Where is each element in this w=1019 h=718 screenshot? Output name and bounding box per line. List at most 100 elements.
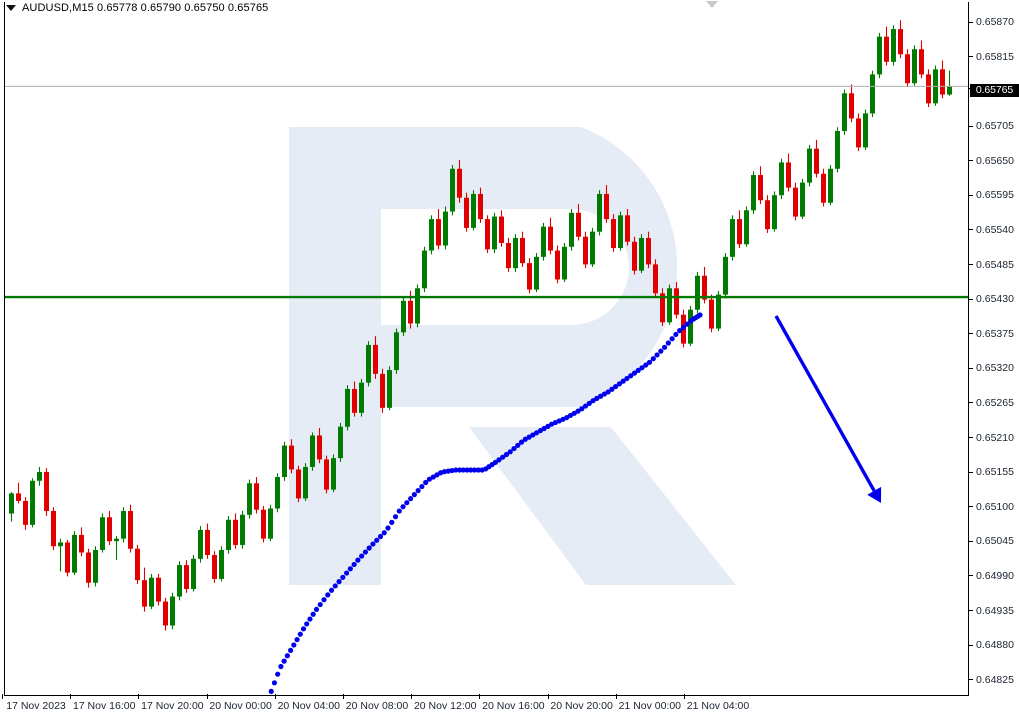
chart-plot-area[interactable]: [5, 3, 968, 695]
price-tick: 0.65155: [969, 465, 1019, 479]
sar-dot: [677, 327, 683, 334]
price-tick: 0.65100: [969, 500, 1019, 514]
tick-mark-icon: [969, 644, 973, 646]
time-tick-label: 20 Nov 04:00: [277, 700, 341, 712]
candle-body-bullish: [72, 534, 77, 573]
price-tick-label: 0.65485: [976, 258, 1014, 271]
tick-mark-icon: [969, 437, 973, 438]
sar-dot: [325, 592, 331, 598]
candle-body-bullish: [93, 549, 98, 583]
arrow-shaft: [774, 315, 876, 492]
price-tick-label: 0.64825: [976, 673, 1014, 686]
sar-dot: [381, 530, 387, 536]
tick-mark-icon: [969, 333, 973, 335]
price-tick: 0.65210: [969, 431, 1019, 445]
candle-body-bullish: [807, 148, 812, 183]
candle-body-bullish: [240, 514, 245, 545]
candle-body-bullish: [716, 294, 721, 329]
sar-dot: [294, 636, 300, 643]
price-tick-label: 0.65265: [976, 396, 1014, 409]
price-tick-label: 0.65650: [976, 154, 1014, 167]
time-axis[interactable]: 17 Nov 2023 17 Nov 16:00 17 Nov 20:00 20 No…: [0, 694, 1019, 718]
candle-body-bearish: [814, 148, 819, 174]
candle-body-bullish: [177, 565, 182, 597]
sar-dot: [291, 642, 297, 648]
price-tick: 0.65595: [969, 188, 1019, 202]
price-axis[interactable]: 0.65765 0.658700.658150.657650.657050.65…: [968, 2, 1019, 696]
sar-dot: [275, 671, 281, 677]
candle-body-bullish: [170, 596, 175, 626]
candle-body-bearish: [856, 118, 861, 148]
candle-body-bullish: [842, 93, 847, 132]
price-tick-label: 0.64935: [976, 604, 1014, 617]
chart-header: AUDUSD,M15 0.65778 0.65790 0.65750 0.657…: [0, 0, 1019, 16]
candle-body-bullish: [191, 558, 196, 589]
price-tick-label: 0.65320: [976, 362, 1014, 375]
price-tick: 0.64880: [969, 638, 1019, 652]
time-tick-label: 17 Nov 20:00: [141, 700, 204, 712]
time-tick-mark: [274, 694, 276, 699]
candle-body-bearish: [163, 601, 168, 626]
candle-body-bullish: [219, 549, 224, 579]
arrow-head: [867, 486, 882, 503]
candle-body-bullish: [9, 493, 14, 514]
candle-body-bearish: [142, 580, 147, 607]
tick-mark-icon: [969, 229, 973, 231]
sar-dot: [434, 472, 440, 478]
candle-body-bearish: [79, 534, 84, 553]
tick-mark-icon: [969, 125, 973, 127]
tick-mark-icon: [969, 402, 973, 404]
sar-dot: [464, 467, 470, 473]
price-tick: 0.65485: [969, 258, 1019, 272]
candle-body-bearish: [702, 275, 707, 300]
price-tick: 0.64990: [969, 569, 1019, 583]
tick-mark-icon: [969, 298, 973, 300]
price-tick-label: 0.65210: [976, 431, 1014, 444]
candle-body-bearish: [51, 510, 56, 547]
candle-body-bearish: [765, 200, 770, 230]
sar-dot: [321, 597, 327, 603]
sar-dot: [415, 487, 421, 494]
chart-top-marker-icon: [706, 1, 718, 8]
price-tick: 0.65375: [969, 327, 1019, 341]
sar-dot: [680, 324, 687, 330]
candle-body-bearish: [821, 173, 826, 203]
time-tick-mark: [138, 694, 140, 699]
candle-body-bearish: [905, 54, 910, 84]
candle-body-bearish: [793, 187, 798, 217]
chart-frame: [4, 2, 968, 696]
tick-mark-icon: [969, 56, 973, 58]
time-tick-label: 21 Nov 00:00: [618, 700, 682, 712]
sar-dot: [389, 519, 395, 525]
time-tick-label: 17 Nov 2023: [6, 700, 66, 712]
candle-body-bearish: [254, 483, 259, 510]
price-tick: 0.65045: [969, 534, 1019, 548]
candle-body-bullish: [37, 471, 42, 481]
time-tick-mark: [342, 694, 344, 699]
sar-dot: [407, 496, 414, 502]
sar-dot: [287, 647, 294, 653]
sar-dot: [385, 525, 391, 531]
chevron-down-icon[interactable]: [6, 5, 16, 11]
sar-dot: [392, 514, 399, 520]
sar-dot: [579, 406, 585, 412]
forecast-arrow: [774, 315, 882, 503]
sar-dot: [268, 688, 274, 694]
candle-body-bearish: [884, 36, 889, 62]
candle-body-bullish: [688, 309, 693, 344]
time-tick-mark: [683, 694, 685, 699]
candle-body-bullish: [828, 168, 833, 203]
current-price-badge: 0.65765: [970, 83, 1019, 97]
candle-body-bullish: [226, 519, 231, 550]
price-tick-label: 0.65430: [976, 293, 1014, 306]
sar-dot: [460, 467, 466, 473]
price-tick: 0.65815: [969, 50, 1019, 64]
sar-dot: [456, 467, 463, 473]
candle-body-bearish: [156, 577, 161, 602]
sar-dot: [317, 601, 323, 608]
candle-body-bearish: [212, 555, 217, 579]
candle-body-bearish: [709, 299, 714, 329]
price-tick: 0.65265: [969, 396, 1019, 410]
sar-dot: [564, 414, 570, 421]
price-tick-label: 0.65540: [976, 223, 1014, 236]
